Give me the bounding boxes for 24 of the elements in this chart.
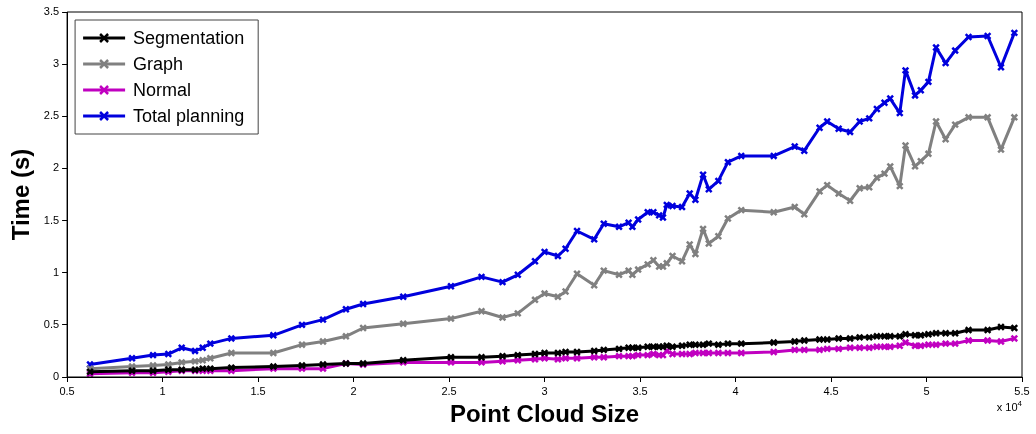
x-tick-label: 2.5	[441, 384, 457, 397]
x-tick-label: 4	[732, 384, 739, 397]
legend-label: Total planning	[133, 105, 245, 126]
y-tick-label: 1	[52, 265, 60, 278]
y-tick-label: 3	[52, 57, 60, 70]
y-axis-title: Time (s)	[7, 148, 35, 241]
y-tick-label: 2.5	[43, 109, 60, 122]
y-tick-label: 1.5	[43, 213, 60, 226]
x-tick-label: 1.5	[250, 384, 266, 397]
x-axis-title: Point Cloud Size	[449, 400, 640, 428]
x-tick-label: 1	[159, 384, 166, 397]
x-tick-label: 2	[350, 384, 357, 397]
y-tick-label: 0	[52, 370, 60, 383]
legend-label: Normal	[133, 79, 192, 100]
y-tick-label: 2	[52, 161, 60, 174]
x-tick-label: 5	[923, 384, 930, 397]
y-tick-label: 3.5	[43, 5, 60, 18]
x-tick-label: 4.5	[823, 384, 839, 397]
x-tick-label: 3.5	[632, 384, 648, 397]
y-tick-label: 0.5	[43, 317, 60, 330]
legend-label: Segmentation	[133, 27, 245, 48]
x-tick-label: 5.5	[1014, 384, 1030, 397]
x-tick-label: 3	[541, 384, 548, 397]
legend-label: Graph	[133, 53, 184, 74]
